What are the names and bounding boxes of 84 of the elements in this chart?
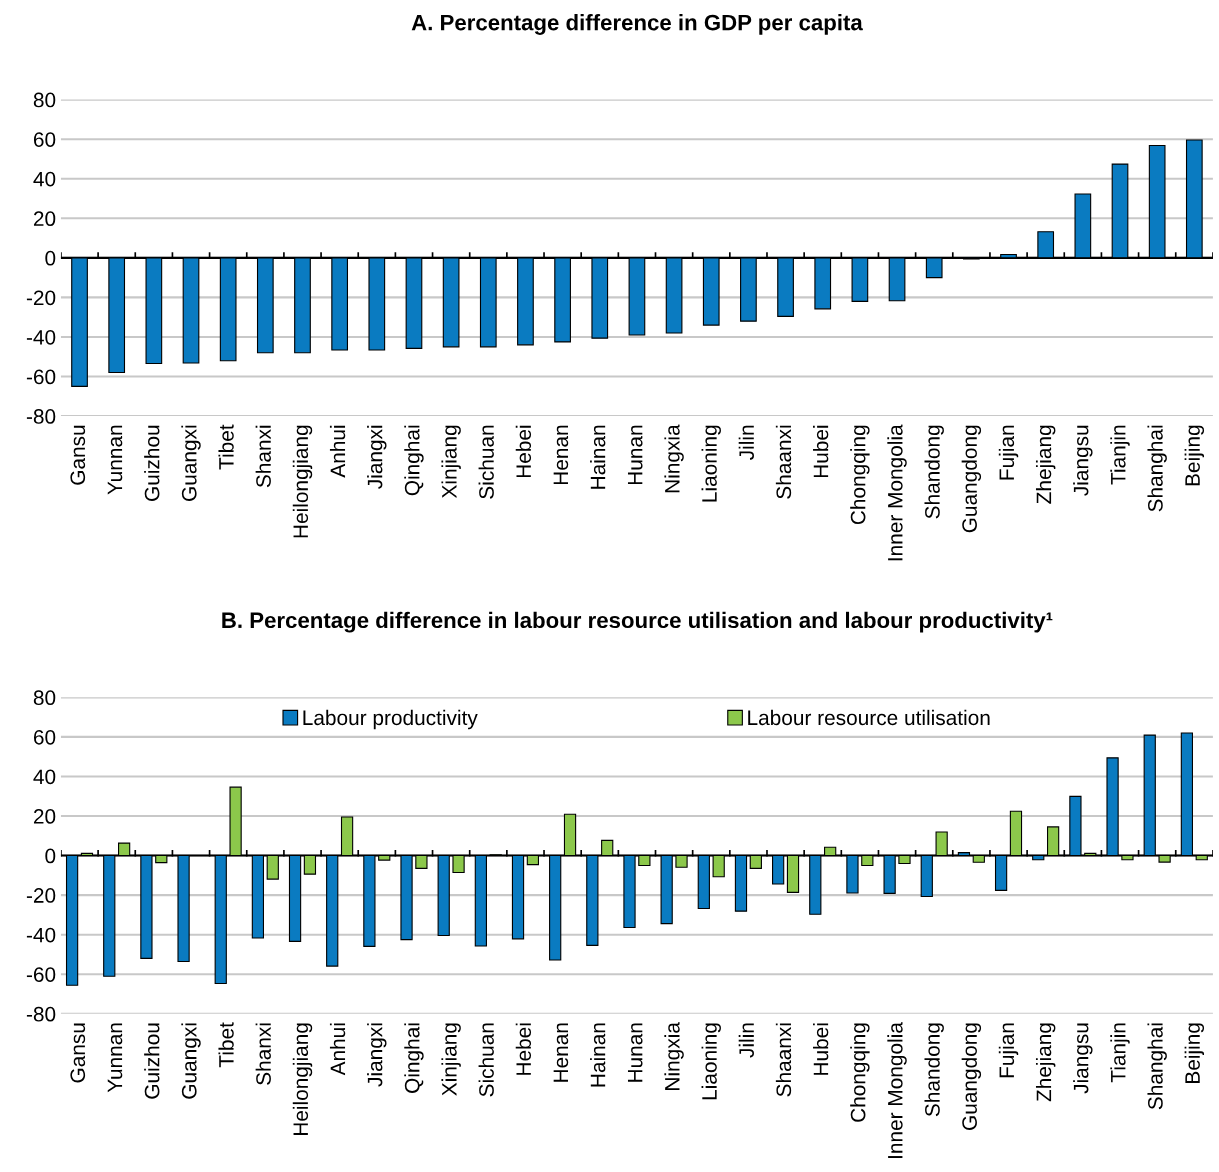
x-tick-label: Guangxi xyxy=(181,1023,201,1099)
x-tick-label: Yunnan xyxy=(107,425,123,495)
x-tick-label: Qinghai xyxy=(404,425,424,496)
x-tick-label: Tianjin xyxy=(1110,1023,1130,1083)
y-tick-label: 60 xyxy=(33,132,56,147)
x-tick-label: Anhui xyxy=(329,425,346,478)
x-tick-label: Chongqing xyxy=(850,425,870,525)
x-tick-label: Sichuan xyxy=(478,425,494,499)
y-tick-label: -20 xyxy=(26,290,56,306)
x-tick-label: Yunnan xyxy=(107,1023,123,1093)
x-tick-label: Hebei xyxy=(515,425,532,478)
x-tick-label: Qinghai xyxy=(404,1023,424,1093)
x-tick-label: Guangdong xyxy=(961,425,982,533)
x-tick-label: Henan xyxy=(553,1023,569,1082)
x-tick-label: Tibet xyxy=(218,1022,234,1068)
y-tick-label: 80 xyxy=(33,690,56,706)
y-tick-label: -20 xyxy=(26,888,56,903)
x-tick-label: Heilongjiang xyxy=(292,1023,313,1136)
x-tick-label: Guizhou xyxy=(144,425,160,501)
x-tick-label: Hainan xyxy=(590,1023,606,1087)
legend-label: Labour resource utilisation xyxy=(748,709,990,726)
x-tick-label: Xinjiang xyxy=(441,425,461,499)
y-tick-label: -60 xyxy=(26,967,56,982)
x-tick-label: Chongqing xyxy=(850,1023,870,1122)
x-tick-label: Hainan xyxy=(590,425,606,489)
x-tick-label: Hubei xyxy=(813,425,829,478)
chart-title: B. Percentage difference in labour resource utilisation and labour productivity¹ xyxy=(222,611,1053,633)
x-tick-label: Hunan xyxy=(627,1023,643,1082)
x-tick-label: Shandong xyxy=(924,1023,944,1117)
x-tick-label: Fujian xyxy=(998,425,1019,480)
x-tick-label: Heilongjiang xyxy=(292,425,313,538)
x-tick-label: Tibet xyxy=(218,424,234,470)
y-tick-label: 40 xyxy=(33,171,56,187)
x-tick-label: Zhejiang xyxy=(1035,425,1056,504)
x-tick-label: Henan xyxy=(553,425,569,485)
legend-label: Labour productivity xyxy=(303,709,478,730)
x-tick-label: Jiangsu xyxy=(1073,1023,1093,1094)
x-tick-label: Shanghai xyxy=(1147,1023,1167,1110)
x-tick-label: Sichuan xyxy=(478,1023,494,1097)
x-tick-label: Inner Mongolia xyxy=(887,424,907,561)
x-tick-label: Shanghai xyxy=(1147,425,1167,512)
x-tick-label: Shanxi xyxy=(255,1023,271,1085)
y-tick-label: 40 xyxy=(33,769,56,785)
y-tick-label: 0 xyxy=(45,848,56,864)
x-tick-label: Liaoning xyxy=(701,425,721,502)
x-tick-label: Jilin xyxy=(738,1023,754,1058)
y-tick-label: -80 xyxy=(26,1006,56,1022)
y-tick-label: -40 xyxy=(26,329,56,345)
x-tick-label: Guizhou xyxy=(144,1023,160,1099)
x-tick-label: Gansu xyxy=(70,1023,86,1083)
x-tick-label: Jiangxi xyxy=(367,1023,387,1087)
x-tick-label: Hunan xyxy=(627,425,643,485)
x-tick-label: Zhejiang xyxy=(1035,1023,1056,1102)
x-tick-label: Shaanxi xyxy=(775,425,792,499)
y-tick-label: 60 xyxy=(33,729,56,745)
x-tick-label: Shaanxi xyxy=(775,1023,792,1097)
y-tick-label: -60 xyxy=(26,369,56,385)
x-tick-label: Shandong xyxy=(924,425,944,519)
x-tick-label: Anhui xyxy=(329,1023,346,1076)
x-tick-label: Fujian xyxy=(998,1023,1019,1078)
x-tick-label: Jiangxi xyxy=(367,425,387,489)
x-tick-label: Shanxi xyxy=(255,425,271,488)
y-tick-label: 80 xyxy=(33,92,56,108)
x-tick-label: Hebei xyxy=(515,1023,532,1075)
x-tick-label: Jiangsu xyxy=(1073,425,1093,496)
x-tick-label: Jilin xyxy=(738,425,754,460)
x-tick-label: Inner Mongolia xyxy=(887,1022,907,1158)
x-tick-label: Guangxi xyxy=(181,425,201,501)
x-tick-label: Hubei xyxy=(813,1023,829,1075)
x-tick-label: Beijing xyxy=(1184,425,1205,486)
x-tick-label: Tianjin xyxy=(1110,425,1130,485)
chart-title: A. Percentage difference in GDP per capita xyxy=(411,14,863,35)
x-tick-label: Gansu xyxy=(70,425,86,485)
y-tick-label: -80 xyxy=(26,409,56,424)
x-tick-label: Liaoning xyxy=(701,1023,721,1100)
x-tick-label: Xinjiang xyxy=(441,1023,461,1096)
x-tick-label: Ningxia xyxy=(664,1022,684,1090)
y-tick-label: 0 xyxy=(45,250,56,266)
y-tick-label: 20 xyxy=(33,809,56,824)
y-tick-label: -40 xyxy=(26,927,56,943)
x-tick-label: Beijing xyxy=(1184,1023,1205,1083)
x-tick-label: Guangdong xyxy=(961,1023,982,1130)
y-tick-label: 20 xyxy=(33,211,56,227)
x-tick-label: Ningxia xyxy=(664,424,684,493)
